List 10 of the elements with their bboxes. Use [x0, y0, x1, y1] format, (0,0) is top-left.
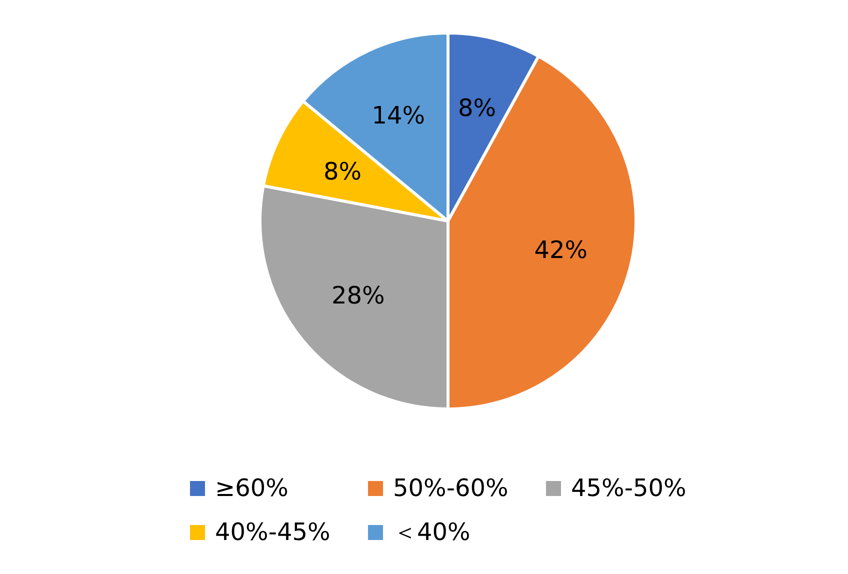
- data-label: 8%: [323, 157, 362, 186]
- legend-label: 50%-60%: [393, 474, 508, 502]
- legend-label: ≥60%: [215, 474, 288, 502]
- data-label: 14%: [372, 102, 426, 130]
- legend-label: ＜40%: [393, 517, 470, 548]
- data-label: 28%: [332, 281, 385, 310]
- legend-label: 45%-50%: [571, 474, 686, 502]
- legend-label: 40%-45%: [215, 518, 330, 546]
- data-label: 42%: [534, 236, 588, 264]
- data-label: 8%: [458, 94, 496, 122]
